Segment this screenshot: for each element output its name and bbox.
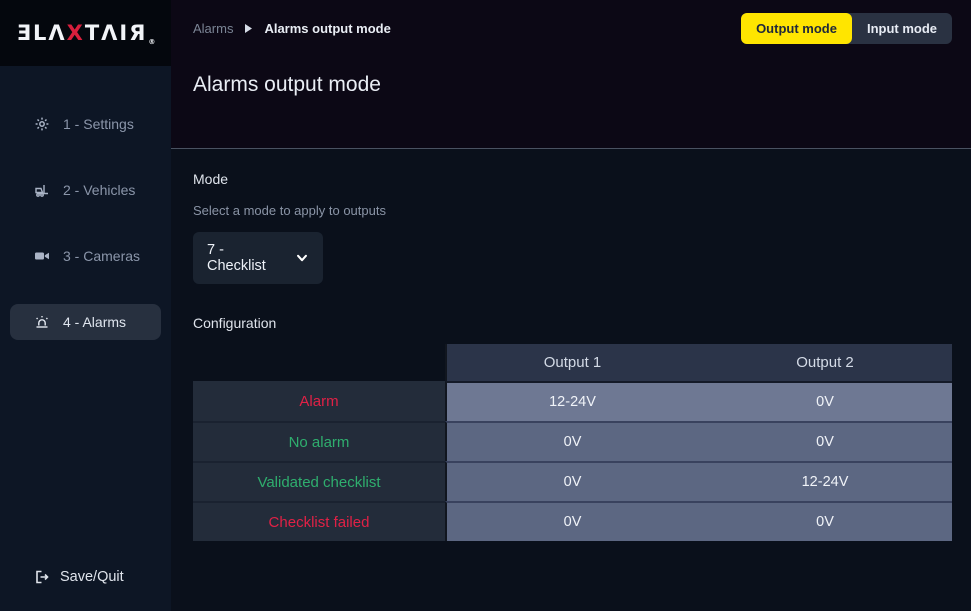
siren-icon bbox=[34, 314, 50, 330]
configuration-section-label: Configuration bbox=[193, 315, 277, 331]
input-mode-button[interactable]: Input mode bbox=[852, 13, 952, 44]
cell-no-alarm-output2[interactable]: 0V bbox=[698, 421, 952, 461]
sidebar-item-alarms[interactable]: 4 - Alarms bbox=[10, 304, 161, 340]
page-header: Alarms Alarms output mode Output mode In… bbox=[171, 0, 971, 149]
row-label-no-alarm: No alarm bbox=[193, 421, 445, 461]
breadcrumb: Alarms Alarms output mode bbox=[193, 21, 391, 36]
cell-checklist-failed-output2[interactable]: 0V bbox=[698, 501, 952, 541]
cell-no-alarm-output1[interactable]: 0V bbox=[445, 421, 698, 461]
save-quit-button[interactable]: Save/Quit bbox=[33, 569, 124, 585]
gear-icon bbox=[34, 116, 50, 132]
breadcrumb-parent[interactable]: Alarms bbox=[193, 20, 234, 36]
sidebar-item-label: 2 - Vehicles bbox=[63, 182, 136, 198]
configuration-table: Output 1 Output 2 Alarm 12-24V 0V No ala… bbox=[193, 344, 952, 541]
sidebar-item-label: 3 - Cameras bbox=[63, 248, 141, 264]
mode-dropdown-value: 7 - Checklist bbox=[207, 242, 266, 274]
sidebar-nav: 1 - Settings 2 - Vehicles bbox=[0, 106, 171, 340]
page-title: Alarms output mode bbox=[193, 73, 381, 96]
mode-hint: Select a mode to apply to outputs bbox=[193, 203, 386, 218]
breadcrumb-arrow-icon bbox=[245, 23, 253, 33]
cell-validated-checklist-output2[interactable]: 12-24V bbox=[698, 461, 952, 501]
logo-area: ƎLΛXTΛIЯ® bbox=[0, 0, 171, 66]
blaxtair-logo: ƎLΛXTΛIЯ® bbox=[16, 21, 156, 46]
sidebar-item-cameras[interactable]: 3 - Cameras bbox=[10, 238, 161, 274]
column-header-output2: Output 2 bbox=[698, 344, 952, 381]
logout-icon bbox=[33, 569, 49, 585]
cell-checklist-failed-output1[interactable]: 0V bbox=[445, 501, 698, 541]
mode-section-label: Mode bbox=[193, 171, 229, 187]
sidebar: ƎLΛXTΛIЯ® 1 - Settings bbox=[0, 0, 171, 611]
row-label-alarm: Alarm bbox=[193, 381, 445, 421]
sidebar-item-vehicles[interactable]: 2 - Vehicles bbox=[10, 172, 161, 208]
registered-mark: ® bbox=[148, 38, 156, 46]
sidebar-item-label: 1 - Settings bbox=[63, 116, 134, 132]
breadcrumb-current: Alarms output mode bbox=[264, 20, 391, 36]
cell-alarm-output1[interactable]: 12-24V bbox=[445, 381, 698, 421]
mode-dropdown[interactable]: 7 - Checklist bbox=[193, 232, 323, 284]
column-header-output1: Output 1 bbox=[445, 344, 698, 381]
content-area: Mode Select a mode to apply to outputs 7… bbox=[171, 149, 971, 541]
mode-toggle-group: Output mode Input mode bbox=[741, 12, 952, 44]
cell-alarm-output2[interactable]: 0V bbox=[698, 381, 952, 421]
table-corner-cell bbox=[193, 344, 445, 381]
sidebar-item-label: 4 - Alarms bbox=[63, 314, 127, 330]
forklift-icon bbox=[34, 182, 50, 198]
video-camera-icon bbox=[34, 248, 50, 264]
main-panel: Alarms Alarms output mode Output mode In… bbox=[171, 0, 971, 611]
chevron-down-icon bbox=[295, 251, 309, 265]
row-label-checklist-failed: Checklist failed bbox=[193, 501, 445, 541]
row-label-validated-checklist: Validated checklist bbox=[193, 461, 445, 501]
sidebar-item-settings[interactable]: 1 - Settings bbox=[10, 106, 161, 142]
save-quit-label: Save/Quit bbox=[60, 569, 124, 585]
cell-validated-checklist-output1[interactable]: 0V bbox=[445, 461, 698, 501]
logo-accent-x: X bbox=[66, 21, 85, 45]
output-mode-button[interactable]: Output mode bbox=[741, 12, 852, 44]
